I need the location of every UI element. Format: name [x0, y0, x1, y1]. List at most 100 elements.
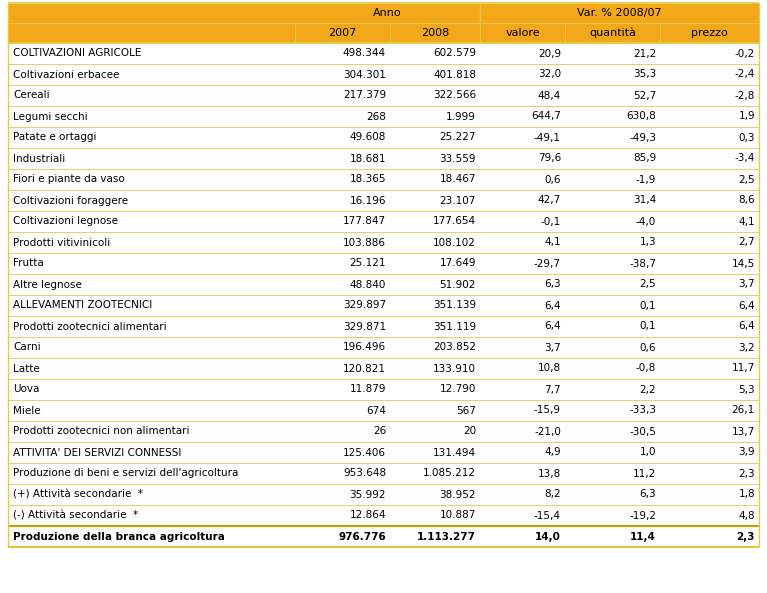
Text: 49.608: 49.608	[350, 132, 386, 142]
Bar	[8, 190, 759, 211]
Bar	[8, 442, 759, 463]
Text: 177.847: 177.847	[343, 216, 386, 227]
Text: 79,6: 79,6	[538, 154, 561, 164]
Text: 17.649: 17.649	[439, 259, 476, 269]
Text: 8,2: 8,2	[545, 489, 561, 499]
Text: 2,7: 2,7	[739, 238, 755, 247]
Text: 2,2: 2,2	[640, 384, 656, 394]
Text: 42,7: 42,7	[538, 196, 561, 206]
Text: 35.992: 35.992	[350, 489, 386, 499]
Text: 108.102: 108.102	[433, 238, 476, 247]
Text: 630,8: 630,8	[626, 111, 656, 122]
Text: 32,0: 32,0	[538, 69, 561, 79]
Text: -38,7: -38,7	[629, 259, 656, 269]
Text: 351.119: 351.119	[433, 321, 476, 331]
Text: -2,8: -2,8	[735, 91, 755, 100]
Text: 13,7: 13,7	[732, 426, 755, 436]
Text: 401.818: 401.818	[433, 69, 476, 79]
Text: 35,3: 35,3	[633, 69, 656, 79]
Text: Miele: Miele	[13, 406, 41, 416]
Text: 18.467: 18.467	[439, 174, 476, 184]
Text: 103.886: 103.886	[343, 238, 386, 247]
Text: 133.910: 133.910	[433, 364, 476, 374]
Text: 1,8: 1,8	[739, 489, 755, 499]
Text: 12.790: 12.790	[439, 384, 476, 394]
Text: 2,3: 2,3	[736, 531, 755, 541]
Text: quantità: quantità	[589, 28, 636, 39]
Text: 674: 674	[366, 406, 386, 416]
Text: 5,3: 5,3	[739, 384, 755, 394]
Text: 322.566: 322.566	[433, 91, 476, 100]
Text: Patate e ortaggi: Patate e ortaggi	[13, 132, 97, 142]
Text: 3,9: 3,9	[739, 448, 755, 458]
Text: Produzione della branca agricoltura: Produzione della branca agricoltura	[13, 531, 225, 541]
Text: 644,7: 644,7	[531, 111, 561, 122]
Text: 304.301: 304.301	[343, 69, 386, 79]
Text: 26: 26	[373, 426, 386, 436]
Text: 4,9: 4,9	[545, 448, 561, 458]
Text: -1,9: -1,9	[636, 174, 656, 184]
Text: Anno: Anno	[374, 8, 402, 18]
Text: 2,5: 2,5	[640, 279, 656, 289]
Text: Prodotti vitivinicoli: Prodotti vitivinicoli	[13, 238, 110, 247]
Text: 20: 20	[463, 426, 476, 436]
Bar	[8, 106, 759, 127]
Text: 0,3: 0,3	[739, 132, 755, 142]
Text: 10,8: 10,8	[538, 364, 561, 374]
Text: 23.107: 23.107	[439, 196, 476, 206]
Text: -49,3: -49,3	[629, 132, 656, 142]
Text: 11.879: 11.879	[350, 384, 386, 394]
Bar	[8, 23, 759, 43]
Bar	[8, 127, 759, 148]
Text: 52,7: 52,7	[633, 91, 656, 100]
Bar	[8, 295, 759, 316]
Text: 38.952: 38.952	[439, 489, 476, 499]
Bar	[8, 43, 759, 64]
Text: 2,3: 2,3	[739, 468, 755, 479]
Bar	[8, 169, 759, 190]
Text: 11,4: 11,4	[630, 531, 656, 541]
Text: Legumi secchi: Legumi secchi	[13, 111, 87, 122]
Bar	[8, 379, 759, 400]
Text: Coltivazioni legnose: Coltivazioni legnose	[13, 216, 118, 227]
Bar	[8, 64, 759, 85]
Text: Prodotti zootecnici alimentari: Prodotti zootecnici alimentari	[13, 321, 166, 331]
Text: 1,9: 1,9	[739, 111, 755, 122]
Text: 10.887: 10.887	[439, 511, 476, 521]
Bar	[8, 505, 759, 526]
Text: 1.085.212: 1.085.212	[423, 468, 476, 479]
Text: 2007: 2007	[328, 28, 357, 38]
Bar	[8, 3, 759, 23]
Text: 3,7: 3,7	[545, 343, 561, 352]
Text: 85,9: 85,9	[633, 154, 656, 164]
Text: -33,3: -33,3	[629, 406, 656, 416]
Text: Coltivazioni foraggere: Coltivazioni foraggere	[13, 196, 128, 206]
Text: -49,1: -49,1	[534, 132, 561, 142]
Text: ATTIVITA' DEI SERVIZI CONNESSI: ATTIVITA' DEI SERVIZI CONNESSI	[13, 448, 181, 458]
Text: -19,2: -19,2	[629, 511, 656, 521]
Text: Frutta: Frutta	[13, 259, 44, 269]
Text: (+) Attività secondarie  *: (+) Attività secondarie *	[13, 489, 143, 499]
Bar	[8, 232, 759, 253]
Text: 1,3: 1,3	[640, 238, 656, 247]
Text: prezzo: prezzo	[691, 28, 728, 38]
Text: -3,4: -3,4	[735, 154, 755, 164]
Text: 20,9: 20,9	[538, 49, 561, 59]
Text: 18.681: 18.681	[350, 154, 386, 164]
Text: 6,4: 6,4	[545, 301, 561, 311]
Text: 953.648: 953.648	[343, 468, 386, 479]
Text: 351.139: 351.139	[433, 301, 476, 311]
Bar	[8, 400, 759, 421]
Text: valore: valore	[505, 28, 540, 38]
Text: 48,4: 48,4	[538, 91, 561, 100]
Text: 16.196: 16.196	[350, 196, 386, 206]
Bar	[8, 211, 759, 232]
Text: 0,6: 0,6	[545, 174, 561, 184]
Text: 14,5: 14,5	[732, 259, 755, 269]
Text: Coltivazioni erbacee: Coltivazioni erbacee	[13, 69, 120, 79]
Text: Latte: Latte	[13, 364, 40, 374]
Text: 4,1: 4,1	[739, 216, 755, 227]
Text: 203.852: 203.852	[433, 343, 476, 352]
Text: 177.654: 177.654	[433, 216, 476, 227]
Text: 18.365: 18.365	[350, 174, 386, 184]
